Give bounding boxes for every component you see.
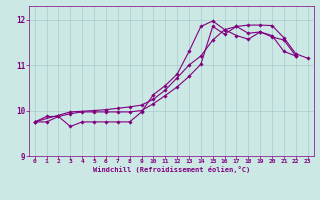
- X-axis label: Windchill (Refroidissement éolien,°C): Windchill (Refroidissement éolien,°C): [92, 166, 250, 173]
